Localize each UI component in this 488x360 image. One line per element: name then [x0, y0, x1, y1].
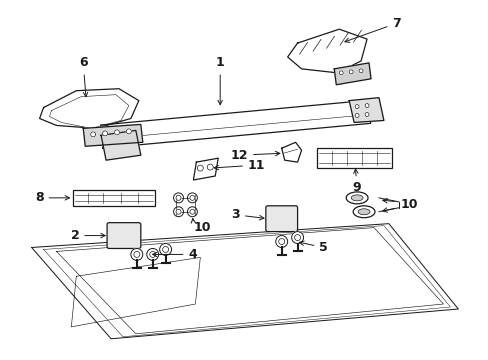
- Polygon shape: [101, 130, 141, 160]
- Circle shape: [173, 193, 183, 203]
- Text: 4: 4: [152, 248, 197, 261]
- Circle shape: [176, 209, 181, 214]
- Text: 3: 3: [231, 208, 264, 221]
- Circle shape: [160, 243, 171, 255]
- Text: 2: 2: [70, 229, 105, 242]
- Text: 6: 6: [79, 57, 88, 97]
- FancyBboxPatch shape: [265, 206, 297, 231]
- Circle shape: [294, 235, 300, 240]
- FancyBboxPatch shape: [107, 223, 141, 248]
- Text: 7: 7: [344, 17, 400, 42]
- Text: 9: 9: [352, 169, 361, 194]
- Circle shape: [189, 195, 195, 201]
- Polygon shape: [83, 125, 142, 146]
- Circle shape: [197, 165, 203, 171]
- Circle shape: [131, 248, 142, 260]
- Circle shape: [163, 247, 168, 252]
- Circle shape: [102, 131, 107, 136]
- Ellipse shape: [357, 209, 369, 215]
- Circle shape: [189, 209, 195, 214]
- Circle shape: [358, 69, 362, 73]
- Circle shape: [275, 235, 287, 247]
- Polygon shape: [101, 100, 370, 148]
- Text: 10: 10: [193, 221, 210, 234]
- Bar: [73, 190, 154, 206]
- Circle shape: [187, 207, 197, 217]
- Text: 8: 8: [35, 192, 69, 204]
- Circle shape: [149, 251, 155, 257]
- Text: 10: 10: [400, 198, 417, 211]
- Text: 5: 5: [299, 241, 327, 254]
- Circle shape: [134, 251, 140, 257]
- Ellipse shape: [352, 206, 374, 218]
- Circle shape: [187, 193, 197, 203]
- Circle shape: [207, 164, 213, 170]
- Circle shape: [291, 231, 303, 243]
- Circle shape: [114, 130, 119, 135]
- Circle shape: [146, 248, 158, 260]
- Circle shape: [339, 71, 343, 75]
- Circle shape: [278, 239, 284, 244]
- Circle shape: [126, 129, 131, 134]
- Ellipse shape: [346, 192, 367, 204]
- Polygon shape: [32, 224, 457, 339]
- Polygon shape: [40, 89, 139, 129]
- Circle shape: [173, 207, 183, 217]
- Circle shape: [90, 132, 96, 137]
- Text: 11: 11: [214, 159, 265, 172]
- Polygon shape: [193, 158, 218, 180]
- Polygon shape: [348, 98, 383, 122]
- Polygon shape: [281, 142, 301, 162]
- Circle shape: [354, 105, 358, 109]
- Bar: [317, 148, 391, 168]
- Circle shape: [365, 104, 368, 108]
- Circle shape: [365, 113, 368, 117]
- Text: 12: 12: [230, 149, 279, 162]
- Text: 1: 1: [215, 57, 224, 105]
- Polygon shape: [334, 63, 370, 85]
- Circle shape: [354, 113, 358, 117]
- Circle shape: [176, 195, 181, 201]
- Circle shape: [348, 70, 352, 74]
- Ellipse shape: [350, 195, 362, 201]
- Polygon shape: [287, 29, 366, 73]
